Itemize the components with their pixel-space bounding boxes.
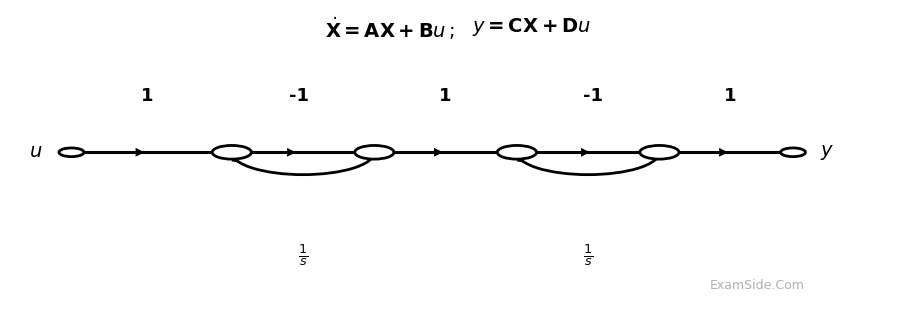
Circle shape xyxy=(781,148,805,157)
Text: $\dot{\mathbf{X}}\mathbf{=AX+B}u\,;$: $\dot{\mathbf{X}}\mathbf{=AX+B}u\,;$ xyxy=(325,16,454,42)
Text: $y$: $y$ xyxy=(820,143,834,162)
Text: $\frac{1}{s}$: $\frac{1}{s}$ xyxy=(298,242,308,268)
Circle shape xyxy=(59,148,84,157)
Text: 1: 1 xyxy=(141,87,154,105)
Text: $\frac{1}{s}$: $\frac{1}{s}$ xyxy=(583,242,594,268)
Circle shape xyxy=(640,146,679,159)
Circle shape xyxy=(212,146,252,159)
Circle shape xyxy=(497,146,536,159)
Text: ExamSide.Com: ExamSide.Com xyxy=(710,279,804,292)
Text: 1: 1 xyxy=(724,87,737,105)
Text: -1: -1 xyxy=(288,87,309,105)
Text: 1: 1 xyxy=(439,87,452,105)
Text: $y\mathbf{=CX+D}u$: $y\mathbf{=CX+D}u$ xyxy=(473,16,591,38)
Text: $u$: $u$ xyxy=(29,143,43,161)
Circle shape xyxy=(355,146,394,159)
Text: -1: -1 xyxy=(583,87,603,105)
